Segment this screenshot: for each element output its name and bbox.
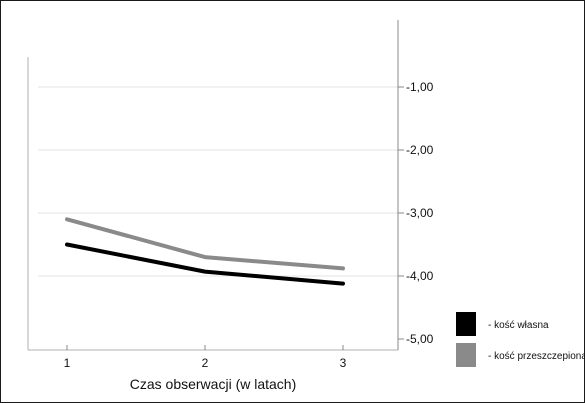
y-tick-label: -3,00	[406, 206, 434, 220]
y-tick-label: -1,00	[406, 80, 434, 94]
x-tick-label: 3	[340, 356, 347, 370]
x-tick-label: 2	[202, 356, 209, 370]
gridlines	[38, 86, 398, 277]
legend-swatch	[456, 343, 476, 367]
legend-swatch	[456, 312, 476, 336]
legend-label: - kość przeszczepiona	[488, 351, 585, 362]
legend-label: - kość własna	[488, 320, 549, 331]
y-tick-label: -4,00	[406, 269, 434, 283]
series-line-1	[65, 242, 345, 286]
x-tick-labels: 1 2 3	[64, 345, 347, 370]
legend: - kość własna - kość przeszczepiona	[456, 312, 585, 367]
y-tick-label: -5,00	[406, 332, 434, 346]
x-axis-title: Czas obserwacji (w latach)	[130, 376, 297, 392]
x-tick-label: 1	[64, 356, 71, 370]
series-line-2	[65, 217, 345, 271]
series-layer	[65, 217, 345, 286]
y-tick-labels: -1,00 -2,00 -3,00 -4,00 -5,00	[397, 20, 434, 350]
y-tick-label: -2,00	[406, 143, 434, 157]
